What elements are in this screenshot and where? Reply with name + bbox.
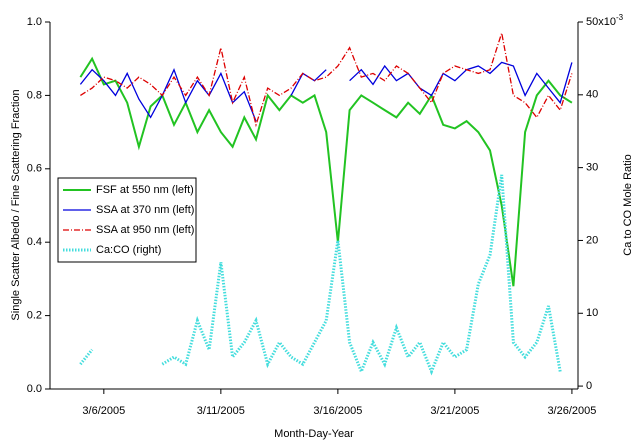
legend-label: Ca:CO (right) bbox=[96, 244, 161, 256]
series-line bbox=[79, 174, 562, 376]
y2-tick-label: 0 bbox=[586, 380, 592, 392]
y-tick-label: 0.0 bbox=[27, 383, 42, 395]
y2-exponent: -3 bbox=[616, 13, 624, 22]
y-axis-title: Single Scatter Albedo / Fine Scattering … bbox=[10, 89, 22, 320]
series-line bbox=[80, 32, 573, 128]
y-tick-label: 0.6 bbox=[27, 163, 42, 175]
x-axis-title: Month-Day-Year bbox=[274, 428, 354, 440]
y2-tick-label: 10 bbox=[586, 307, 598, 319]
x-tick-label: 3/6/2005 bbox=[82, 405, 125, 417]
x-tick-label: 3/26/2005 bbox=[547, 405, 596, 417]
y-tick-label: 1.0 bbox=[27, 16, 42, 28]
y2-axis-title: Ca to CO Mole Ratio bbox=[622, 154, 634, 255]
y2-tick-label: 30 bbox=[586, 162, 598, 174]
y-tick-label: 0.4 bbox=[27, 236, 42, 248]
legend-label: SSA at 370 nm (left) bbox=[96, 204, 194, 216]
x-tick-label: 3/21/2005 bbox=[430, 405, 479, 417]
legend-label: FSF at 550 nm (left) bbox=[96, 184, 194, 196]
legend-box bbox=[57, 177, 197, 263]
y2-tick-label: 50x10-3 bbox=[586, 13, 624, 28]
series-line bbox=[79, 61, 573, 122]
y-tick-label: 0.2 bbox=[27, 310, 42, 322]
legend-label: SSA at 950 nm (left) bbox=[96, 224, 194, 236]
y-tick-label: 0.8 bbox=[27, 89, 42, 101]
y2-tick-label: 20 bbox=[586, 234, 598, 246]
x-tick-label: 3/16/2005 bbox=[313, 405, 362, 417]
x-tick-label: 3/11/2005 bbox=[197, 405, 245, 417]
y2-tick-label: 40 bbox=[586, 89, 598, 101]
